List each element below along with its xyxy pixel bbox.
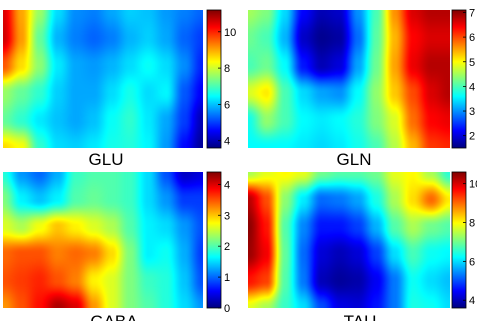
panel-glu: 4 6 8 10 GLU — [3, 9, 236, 169]
colorbar-tau — [452, 172, 466, 308]
colorbar-tick-label: 0 — [224, 303, 230, 315]
panel-label-gaba: GABA — [90, 312, 138, 321]
colorbar-tick-label: 10 — [224, 27, 236, 39]
panel-label-tau: TAU — [344, 312, 377, 321]
colorbar-tick-label: 2 — [224, 241, 230, 253]
colorbar-ticks-gaba: 0 1 2 3 4 — [218, 179, 230, 315]
panel-tau: 4 6 8 10 TAU — [248, 171, 477, 321]
colorbar-tick-label: 2 — [469, 131, 475, 143]
colorbar-tick-label: 1 — [224, 272, 230, 284]
colorbar-frame — [451, 9, 467, 149]
colorbar-tick-label: 7 — [469, 7, 475, 19]
colorbar-ticks-glu: 4 6 8 10 — [218, 27, 236, 148]
heatmap-glu — [3, 10, 203, 148]
colorbar-tick-label: 5 — [469, 57, 475, 69]
heatmap-gln — [248, 10, 450, 148]
colorbar-ticks-tau: 4 6 8 10 — [463, 179, 477, 307]
panel-label-gln: GLN — [337, 150, 372, 169]
panel-label-glu: GLU — [89, 150, 124, 169]
panel-gln: 2 3 4 5 6 7 GLN — [248, 7, 475, 169]
colorbar-gaba — [207, 172, 221, 308]
colorbar-frame — [206, 9, 222, 149]
colorbar-tick-label: 10 — [469, 179, 477, 191]
colorbar-tick-label: 4 — [224, 179, 230, 191]
colorbar-tick-label: 3 — [224, 210, 230, 222]
colorbar-tick-label: 4 — [469, 81, 475, 93]
colorbar-gln — [452, 10, 466, 148]
colorbar-tick-label: 8 — [224, 63, 230, 75]
colorbar-frame — [206, 171, 222, 309]
colorbar-ticks-gln: 2 3 4 5 6 7 — [463, 7, 475, 143]
colorbar-tick-label: 6 — [469, 32, 475, 44]
colorbar-tick-label: 8 — [469, 218, 475, 230]
colorbar-tick-label: 4 — [469, 295, 475, 307]
heatmap-gaba — [3, 172, 203, 308]
colorbar-glu — [207, 10, 221, 148]
panel-gaba: 0 1 2 3 4 GABA — [3, 171, 230, 321]
colorbar-frame — [451, 171, 467, 309]
colorbar-tick-label: 4 — [224, 136, 230, 148]
colorbar-tick-label: 3 — [469, 106, 475, 118]
colorbar-tick-label: 6 — [469, 256, 475, 268]
heatmap-tau — [248, 172, 450, 308]
colorbar-tick-label: 6 — [224, 99, 230, 111]
